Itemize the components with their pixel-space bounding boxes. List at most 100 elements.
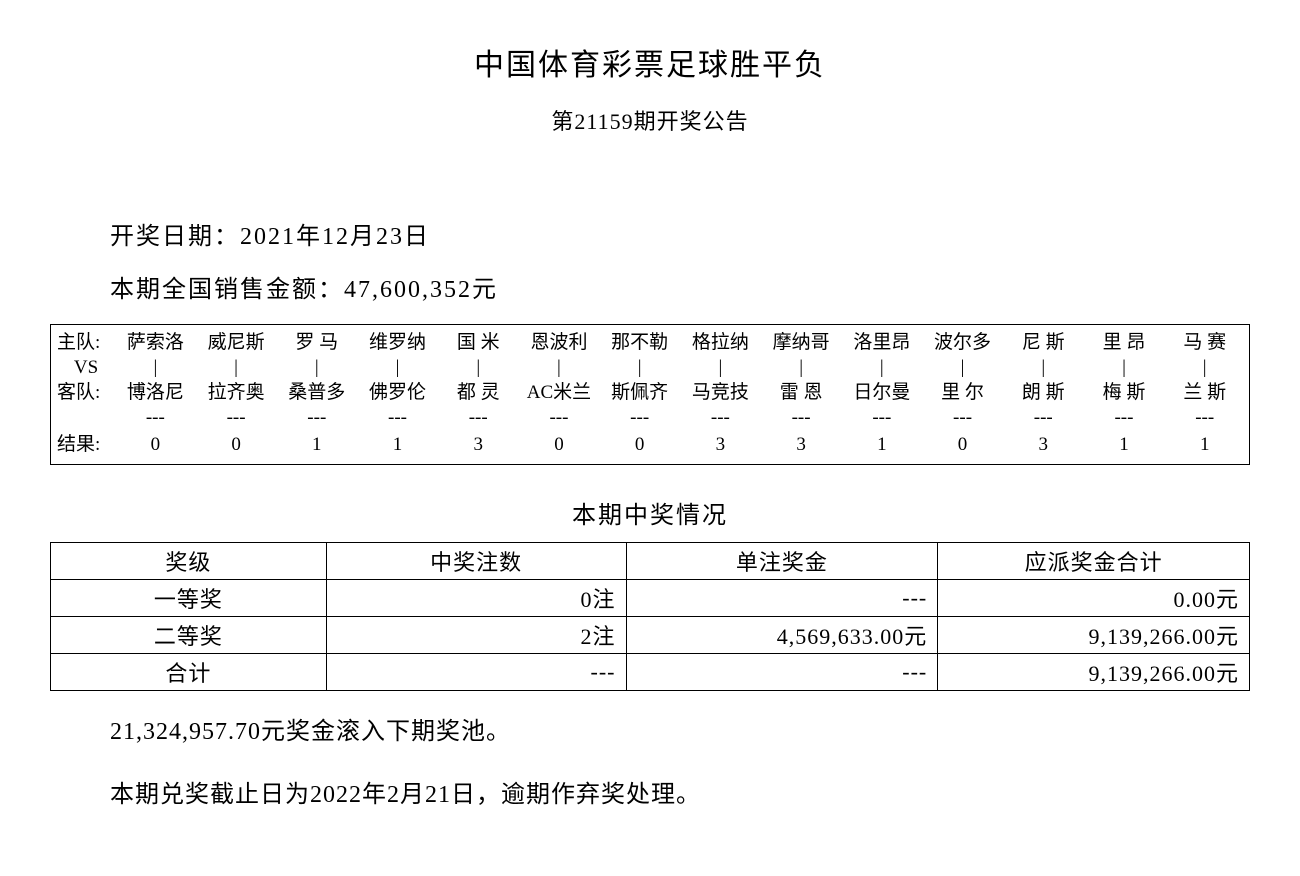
dash-mark: --- bbox=[841, 408, 922, 427]
prize-header-row: 奖级 中奖注数 单注奖金 应派奖金合计 bbox=[51, 543, 1250, 580]
prize-row: 合计------9,139,266.00元 bbox=[51, 654, 1250, 691]
away-team: 日尔曼 bbox=[841, 383, 922, 402]
away-team: 拉齐奥 bbox=[196, 383, 277, 402]
prize-level: 合计 bbox=[51, 654, 327, 691]
prize-level: 二等奖 bbox=[51, 617, 327, 654]
dash-mark: --- bbox=[680, 408, 761, 427]
dash-mark: --- bbox=[922, 408, 1003, 427]
lottery-announcement: 中国体育彩票足球胜平负 第21159期开奖公告 开奖日期：2021年12月23日… bbox=[0, 0, 1300, 839]
prize-count: 2注 bbox=[326, 617, 626, 654]
result-value: 3 bbox=[761, 435, 842, 454]
home-team: 萨索洛 bbox=[115, 333, 196, 352]
prize-table: 奖级 中奖注数 单注奖金 应派奖金合计 一等奖0注---0.00元二等奖2注4,… bbox=[50, 542, 1250, 691]
dash-mark: --- bbox=[276, 408, 357, 427]
col-level: 奖级 bbox=[51, 543, 327, 580]
dash-mark: --- bbox=[1164, 408, 1245, 427]
home-team: 维罗纳 bbox=[357, 333, 438, 352]
prize-total: 9,139,266.00元 bbox=[938, 654, 1250, 691]
dash-mark: --- bbox=[519, 408, 600, 427]
col-total: 应派奖金合计 bbox=[938, 543, 1250, 580]
home-team: 国 米 bbox=[438, 333, 519, 352]
away-team: 梅 斯 bbox=[1084, 383, 1165, 402]
dash-mark: --- bbox=[1084, 408, 1165, 427]
prize-total: 0.00元 bbox=[938, 580, 1250, 617]
away-team: 博洛尼 bbox=[115, 383, 196, 402]
away-team: 里 尔 bbox=[922, 383, 1003, 402]
away-team: 马竞技 bbox=[680, 383, 761, 402]
home-cells: 萨索洛威尼斯罗 马维罗纳国 米恩波利那不勒格拉纳摩纳哥洛里昂波尔多尼 斯里 昂马… bbox=[115, 333, 1245, 352]
vs-mark: | bbox=[115, 358, 196, 377]
match-result-row: 结果: 00113003310311 bbox=[55, 435, 1245, 454]
away-team: AC米兰 bbox=[519, 383, 600, 402]
vs-mark: | bbox=[1003, 358, 1084, 377]
sales-label: 本期全国销售金额： bbox=[110, 277, 344, 303]
dash-mark: --- bbox=[357, 408, 438, 427]
result-value: 0 bbox=[196, 435, 277, 454]
home-team: 恩波利 bbox=[519, 333, 600, 352]
prize-count: --- bbox=[326, 654, 626, 691]
match-away-row: 客队: 博洛尼拉齐奥桑普多佛罗伦都 灵AC米兰斯佩齐马竞技雷 恩日尔曼里 尔朗 … bbox=[55, 383, 1245, 402]
away-team: 桑普多 bbox=[276, 383, 357, 402]
dash-mark: --- bbox=[196, 408, 277, 427]
vs-label: VS bbox=[55, 358, 115, 377]
dash-mark: --- bbox=[599, 408, 680, 427]
result-cells: 00113003310311 bbox=[115, 435, 1245, 454]
vs-mark: | bbox=[922, 358, 1003, 377]
prize-count: 0注 bbox=[326, 580, 626, 617]
dash-cells: ----------------------------------------… bbox=[115, 408, 1245, 427]
col-unit: 单注奖金 bbox=[626, 543, 938, 580]
prize-row: 二等奖2注4,569,633.00元9,139,266.00元 bbox=[51, 617, 1250, 654]
vs-mark: | bbox=[761, 358, 842, 377]
prize-row: 一等奖0注---0.00元 bbox=[51, 580, 1250, 617]
home-label: 主队: bbox=[55, 333, 115, 352]
result-label: 结果: bbox=[55, 435, 115, 454]
prize-unit: 4,569,633.00元 bbox=[626, 617, 938, 654]
away-label: 客队: bbox=[55, 383, 115, 402]
home-team: 罗 马 bbox=[276, 333, 357, 352]
draw-date-label: 开奖日期： bbox=[110, 224, 240, 250]
sales-line: 本期全国销售金额：47,600,352元 bbox=[110, 269, 1250, 304]
draw-date-line: 开奖日期：2021年12月23日 bbox=[110, 216, 1250, 251]
vs-mark: | bbox=[357, 358, 438, 377]
dash-mark: --- bbox=[761, 408, 842, 427]
vs-mark: | bbox=[519, 358, 600, 377]
prize-body: 一等奖0注---0.00元二等奖2注4,569,633.00元9,139,266… bbox=[51, 580, 1250, 691]
home-team: 波尔多 bbox=[922, 333, 1003, 352]
away-team: 雷 恩 bbox=[761, 383, 842, 402]
match-home-row: 主队: 萨索洛威尼斯罗 马维罗纳国 米恩波利那不勒格拉纳摩纳哥洛里昂波尔多尼 斯… bbox=[55, 333, 1245, 352]
vs-mark: | bbox=[680, 358, 761, 377]
result-value: 3 bbox=[680, 435, 761, 454]
home-team: 格拉纳 bbox=[680, 333, 761, 352]
draw-date-value: 2021年12月23日 bbox=[240, 224, 430, 250]
result-value: 3 bbox=[438, 435, 519, 454]
sales-value: 47,600,352元 bbox=[344, 277, 498, 303]
prize-section-title: 本期中奖情况 bbox=[50, 495, 1250, 530]
prize-total: 9,139,266.00元 bbox=[938, 617, 1250, 654]
away-team: 都 灵 bbox=[438, 383, 519, 402]
home-team: 洛里昂 bbox=[841, 333, 922, 352]
prize-unit: --- bbox=[626, 654, 938, 691]
dash-mark: --- bbox=[1003, 408, 1084, 427]
dash-mark: --- bbox=[115, 408, 196, 427]
vs-mark: | bbox=[599, 358, 680, 377]
result-value: 3 bbox=[1003, 435, 1084, 454]
result-value: 0 bbox=[519, 435, 600, 454]
match-results-block: 主队: 萨索洛威尼斯罗 马维罗纳国 米恩波利那不勒格拉纳摩纳哥洛里昂波尔多尼 斯… bbox=[50, 324, 1250, 465]
vs-mark: | bbox=[438, 358, 519, 377]
home-team: 马 赛 bbox=[1164, 333, 1245, 352]
page-title: 中国体育彩票足球胜平负 bbox=[50, 40, 1250, 84]
page-subtitle: 第21159期开奖公告 bbox=[50, 104, 1250, 136]
deadline-line: 本期兑奖截止日为2022年2月21日，逾期作弃奖处理。 bbox=[110, 774, 1250, 809]
home-team: 威尼斯 bbox=[196, 333, 277, 352]
result-value: 1 bbox=[357, 435, 438, 454]
vs-mark: | bbox=[276, 358, 357, 377]
result-value: 0 bbox=[115, 435, 196, 454]
away-team: 佛罗伦 bbox=[357, 383, 438, 402]
match-dash-row: ----------------------------------------… bbox=[55, 408, 1245, 427]
away-cells: 博洛尼拉齐奥桑普多佛罗伦都 灵AC米兰斯佩齐马竞技雷 恩日尔曼里 尔朗 斯梅 斯… bbox=[115, 383, 1245, 402]
result-value: 1 bbox=[1164, 435, 1245, 454]
away-team: 斯佩齐 bbox=[599, 383, 680, 402]
col-count: 中奖注数 bbox=[326, 543, 626, 580]
prize-level: 一等奖 bbox=[51, 580, 327, 617]
home-team: 里 昂 bbox=[1084, 333, 1165, 352]
